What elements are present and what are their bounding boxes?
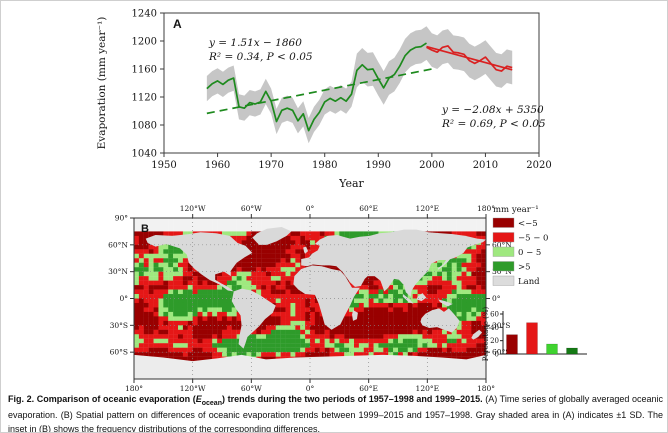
legend-label: −5 − 0 [518,234,548,244]
x-tick-label: 2020 [526,160,551,171]
map-top-tick-label: 60°W [241,204,262,213]
map-bottom-tick-label: 180° [125,384,143,393]
legend-swatch [492,246,515,257]
green-equation: y = 1.51x − 1860 [208,37,302,49]
y-tick-label: 1240 [132,9,157,20]
legend-swatch [492,232,515,243]
map-bottom-tick-label: 60°W [241,384,262,393]
panel-b-label: B [141,223,149,235]
map-top-tick-label: 120°W [180,204,206,213]
green-r2: R² = 0.34, P < 0.05 [208,51,313,63]
map-legend: mm year⁻¹ <−5 −5 − 0 0 − 5 >5 Land [492,205,548,287]
y-tick-label: 1200 [132,37,157,48]
x-tick-label: 2000 [419,160,444,171]
inset-bar-0 [506,334,518,355]
map-top-tick-label: 120°E [416,204,440,213]
map-right-tick-label: 30°N [492,267,512,276]
land-masses [134,226,486,379]
panel-b-world-map: 120°W 60°W 0° 60°E 120°E 180° 180° 120°W 60°W 0° 6… [108,204,512,393]
map-right-tick-label: 30°S [492,321,510,330]
series-line-1958-1999 [206,42,427,132]
legend-label: Land [518,277,540,287]
inset-bar-3 [566,347,578,355]
x-tick-label: 1990 [366,160,391,171]
map-left-tick-label: 0° [119,294,128,303]
figure-caption: Fig. 2. Comparison of oceanic evaporatio… [8,393,663,433]
legend-swatch [492,261,515,272]
map-left-tick-label: 30°S [110,321,128,330]
map-gridlines [134,218,486,379]
inset-y-tick-label: 0 [495,351,499,359]
map-top-tick-label: 0° [306,204,315,213]
sd-band [206,26,513,144]
x-axis-label: Year [338,177,364,190]
legend-label: >5 [518,263,531,273]
map-bottom-tick-label: 120°W [180,384,206,393]
map-top-tick-label: 180° [477,204,495,213]
panel-a-time-series-chart: 1950 1960 1970 1980 1990 2000 2010 2020 1040 1080… [96,9,552,191]
y-tick-label: 1160 [132,65,157,76]
inset-y-tick-label: 60 [490,311,499,319]
map-bottom-tick-label: 0° [306,384,315,393]
trend-line-red [426,45,513,71]
legend-label: <−5 [518,219,538,229]
map-right-tick-label: 60°N [492,240,512,249]
legend-label: 0 − 5 [518,248,541,258]
red-equation: y = −2.08x + 5350 [441,104,544,116]
map-left-tick-label: 60°N [108,240,128,249]
y-tick-label: 1040 [132,149,157,160]
red-r2: R² = 0.69, P < 0.05 [441,118,546,130]
x-tick-label: 1970 [258,160,283,171]
map-right-tick-label: 0° [492,294,501,303]
x-tick-label: 1980 [312,160,337,171]
series-line-1999-2015 [426,45,513,72]
panel-a-frame [163,12,540,154]
inset-y-axis-label: Percentage (%) [482,307,490,362]
y-tick-label: 1080 [132,121,157,132]
map-bottom-tick-label: 60°E [359,384,378,393]
map-left-tick-label: 30°N [108,267,128,276]
y-tick-label: 1120 [132,93,157,104]
inset-bar-2 [546,343,558,355]
x-tick-label: 1960 [205,160,230,171]
map-left-tick-label: 60°S [110,348,128,357]
map-bottom-tick-label: 120°E [416,384,440,393]
map-bottom-tick-label: 180° [477,384,495,393]
inset-y-tick-label: 20 [490,337,499,345]
panel-a-label: A [173,17,182,31]
map-top-tick-label: 60°E [359,204,378,213]
legend-title: mm year⁻¹ [493,205,539,215]
figure-2-graphics: 1950 1960 1970 1980 1990 2000 2010 2020 1040 1080… [96,9,587,393]
map-right-tick-label: 60°S [492,348,510,357]
x-tick-label: 1950 [151,160,176,171]
y-axis-label: Evaporation (mm year⁻¹) [96,17,108,150]
inset-bar-1 [526,322,538,355]
legend-swatch [492,217,515,228]
caption-bold-title: Fig. 2. Comparison of oceanic evaporatio… [8,394,483,407]
legend-swatch [492,275,515,286]
x-tick-label: 2010 [473,160,498,171]
map-left-tick-label: 90° [115,214,129,223]
inset-y-tick-label: 40 [490,324,499,332]
caption-body: (A) Time series of globally averaged oce… [8,394,663,433]
